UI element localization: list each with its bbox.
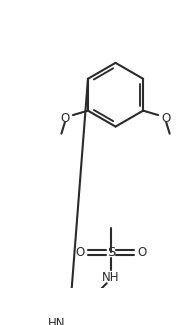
- Text: NH: NH: [102, 271, 120, 284]
- Text: O: O: [162, 112, 171, 125]
- Text: HN: HN: [47, 317, 65, 325]
- Text: S: S: [107, 246, 115, 259]
- Text: O: O: [75, 246, 85, 259]
- Text: O: O: [137, 246, 147, 259]
- Text: O: O: [60, 112, 69, 125]
